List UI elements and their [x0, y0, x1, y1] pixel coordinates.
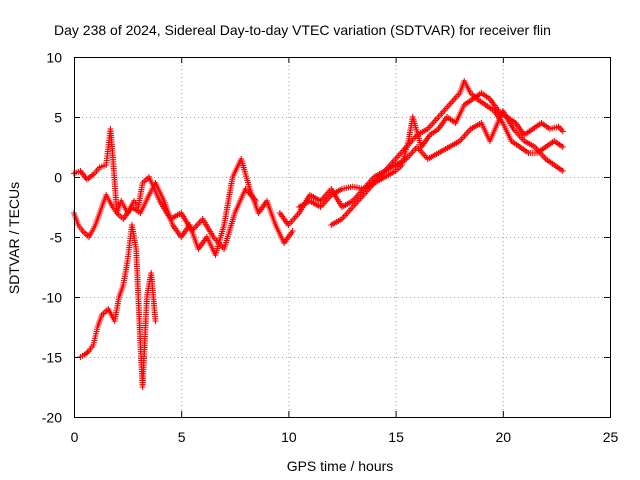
y-tick-label: 10 [46, 50, 62, 66]
series-arc-f [328, 108, 566, 228]
series-arc-b [71, 174, 260, 252]
x-tick-label: 20 [496, 429, 512, 445]
chart-title: Day 238 of 2024, Sidereal Day-to-day VTE… [54, 22, 551, 38]
x-tick-label: 25 [603, 429, 619, 445]
x-axis-label: GPS time / hours [287, 458, 394, 474]
y-tick-labels: -20 -15 -10 -5 0 5 10 [42, 50, 62, 426]
x-tick-label: 5 [178, 429, 186, 445]
x-tick-label: 15 [388, 429, 404, 445]
data-points [71, 78, 566, 390]
series-arc-c [77, 222, 159, 390]
grid [74, 57, 610, 417]
data-point [559, 168, 566, 174]
y-axis-label: SDTVAR / TECUs [6, 182, 22, 294]
data-point [84, 349, 91, 356]
y-tick-label: -20 [42, 410, 62, 426]
y-tick-label: 0 [54, 170, 62, 186]
y-tick-label: -10 [42, 290, 62, 306]
y-tick-label: -5 [50, 230, 63, 246]
axis-ticks [74, 57, 611, 418]
x-tick-label: 10 [281, 429, 297, 445]
data-point [289, 228, 296, 234]
data-point [253, 198, 260, 204]
data-point [152, 318, 159, 324]
series-arc-e [296, 78, 566, 210]
data-point [559, 128, 566, 135]
series-arc-a [71, 126, 296, 258]
data-point [559, 144, 566, 150]
x-tick-labels: 0 5 10 15 20 25 [71, 429, 619, 445]
x-tick-label: 0 [71, 429, 79, 445]
y-tick-label: -15 [42, 350, 62, 366]
y-tick-label: 5 [54, 110, 62, 126]
